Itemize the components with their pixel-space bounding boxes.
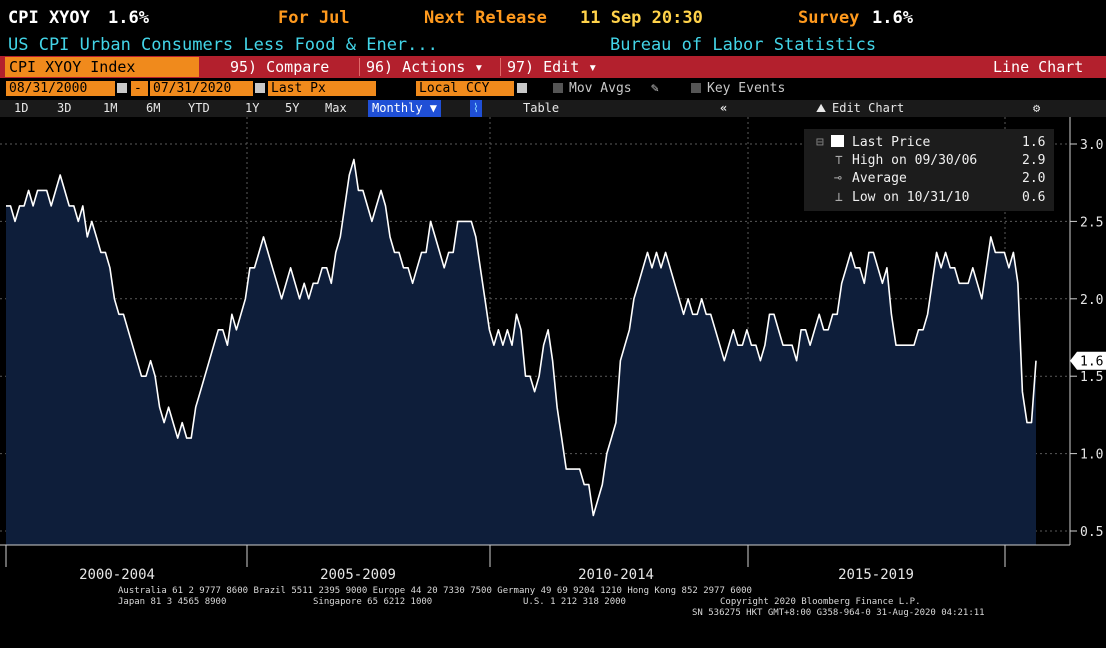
calendar-icon[interactable] [255, 83, 265, 93]
security-header: CPI XYOY 1.6% For Jul Next Release 11 Se… [0, 6, 1106, 30]
footer-contacts: Australia 61 2 9777 8600 Brazil 5511 239… [118, 586, 752, 596]
next-release-label: Next Release [424, 8, 547, 28]
y-tick-label: 2.5 [1080, 215, 1103, 230]
high-marker-icon: ⊤ [835, 153, 843, 168]
survey-value: 1.6% [872, 8, 913, 28]
period-max[interactable]: Max [325, 101, 347, 115]
edit-chart-button[interactable]: Edit Chart [832, 101, 905, 115]
legend-label-high: High on 09/30/06 [852, 153, 977, 168]
table-button[interactable]: Table [523, 101, 560, 115]
period-3d[interactable]: 3D [57, 101, 72, 115]
period-bar: 1D 3D 1M 6M YTD 1Y 5Y Max Monthly ▼ ⌇ Ta… [0, 100, 1106, 117]
period-5y[interactable]: 5Y [285, 101, 300, 115]
x-tick-label: 2010-2014 [578, 567, 654, 583]
last-value-flag: 1.6 [1070, 351, 1106, 370]
y-tick-label: 1.0 [1080, 448, 1103, 463]
x-tick-label: 2005-2009 [320, 567, 396, 583]
chart-legend[interactable]: ⊟ Last Price 1.6 ⊤ High on 09/30/06 2.9 … [804, 129, 1054, 211]
divider [359, 58, 360, 76]
gear-icon[interactable]: ⚙ [1033, 101, 1041, 115]
x-tick-label: 2000-2004 [79, 567, 155, 583]
cpi-line-chart: 0.5 1.0 1.5 2.0 2.5 3.0 1.6 2000-2004 2005-200… [0, 117, 1106, 648]
toolbar: CPI XYOY Index 95) Compare 96) Actions ▾… [0, 56, 1106, 78]
legend-collapse-icon[interactable]: ⊟ [816, 135, 824, 150]
legend-label-average: Average [852, 171, 907, 186]
key-events-checkbox[interactable] [691, 83, 701, 93]
x-axis: 2000-2004 2005-2009 2010-2014 2015-2019 [0, 544, 1070, 583]
security-field[interactable]: CPI XYOY Index [5, 57, 199, 77]
series-area-fill [6, 159, 1036, 545]
data-source: Bureau of Labor Statistics [610, 35, 877, 55]
chart-controls: 08/31/2000 - 07/31/2020 Last Px Local CC… [0, 80, 1106, 98]
x-tick-label: 2015-2019 [838, 567, 914, 583]
y-tick-label: 0.5 [1080, 525, 1103, 540]
legend-swatch-last [831, 135, 844, 147]
last-value-badge [1070, 351, 1106, 370]
chart-type-label[interactable]: Line Chart [993, 58, 1084, 76]
actions-menu[interactable]: 96) Actions ▾ [366, 58, 484, 76]
security-description: US CPI Urban Consumers Less Food & Ener.… [8, 35, 438, 55]
mov-avgs-label[interactable]: Mov Avgs [569, 81, 632, 96]
footer-japan: Japan 81 3 4565 8900 [118, 597, 226, 607]
legend-value-high: 2.9 [1022, 153, 1045, 168]
period-1y[interactable]: 1Y [245, 101, 260, 115]
y-tick-label: 1.5 [1080, 370, 1103, 385]
start-date-field[interactable]: 08/31/2000 [6, 81, 115, 96]
period-1m[interactable]: 1M [103, 101, 118, 115]
footer-session: SN 536275 HKT GMT+8:00 G358-964-0 31-Aug… [692, 608, 985, 618]
last-value-text: 1.6 [1080, 355, 1103, 370]
legend-background [804, 129, 1054, 211]
survey-label: Survey [798, 8, 860, 28]
description-row: US CPI Urban Consumers Less Food & Ener.… [0, 34, 1106, 56]
legend-label-last: Last Price [852, 135, 930, 150]
period-1d[interactable]: 1D [14, 101, 29, 115]
compare-menu[interactable]: 95) Compare [230, 58, 330, 76]
period-ytd[interactable]: YTD [188, 101, 210, 115]
ticker-label: CPI XYOY [8, 8, 90, 28]
footer-us: U.S. 1 212 318 2000 [523, 597, 626, 607]
key-events-label[interactable]: Key Events [707, 81, 786, 96]
dropdown-icon[interactable] [517, 83, 527, 93]
line-chart-icon[interactable]: ⌇ [470, 100, 482, 117]
calendar-icon[interactable] [117, 83, 127, 93]
date-separator: - [131, 81, 148, 96]
field-selector[interactable]: Last Px [268, 81, 376, 96]
ticker-value: 1.6% [108, 8, 149, 28]
average-marker-icon: ⊸ [834, 171, 842, 186]
legend-value-average: 2.0 [1022, 171, 1045, 186]
mov-avgs-checkbox[interactable] [553, 83, 563, 93]
chart-edit-icon[interactable]: ⛰ [816, 101, 827, 115]
next-release-value: 11 Sep 20:30 [580, 8, 703, 28]
collapse-icon[interactable]: « [720, 101, 728, 115]
legend-label-low: Low on 10/31/10 [852, 190, 969, 205]
edit-menu[interactable]: 97) Edit ▾ [507, 58, 598, 76]
legend-value-last: 1.6 [1022, 135, 1045, 150]
footer-singapore: Singapore 65 6212 1000 [313, 597, 432, 607]
y-tick-label: 2.0 [1080, 293, 1103, 308]
footer-copyright: Copyright 2020 Bloomberg Finance L.P. [720, 597, 920, 607]
divider [500, 58, 501, 76]
pencil-icon[interactable]: ✎ [651, 81, 659, 96]
period-label: For Jul [278, 8, 350, 28]
legend-value-low: 0.6 [1022, 190, 1045, 205]
low-marker-icon: ⊥ [835, 190, 843, 205]
series-line [6, 158, 1037, 517]
period-6m[interactable]: 6M [146, 101, 161, 115]
frequency-selector[interactable]: Monthly ▼ [368, 100, 442, 117]
y-tick-label: 3.0 [1080, 138, 1103, 153]
end-date-field[interactable]: 07/31/2020 [150, 81, 253, 96]
y-axis: 0.5 1.0 1.5 2.0 2.5 3.0 [1069, 117, 1103, 545]
currency-selector[interactable]: Local CCY [416, 81, 514, 96]
